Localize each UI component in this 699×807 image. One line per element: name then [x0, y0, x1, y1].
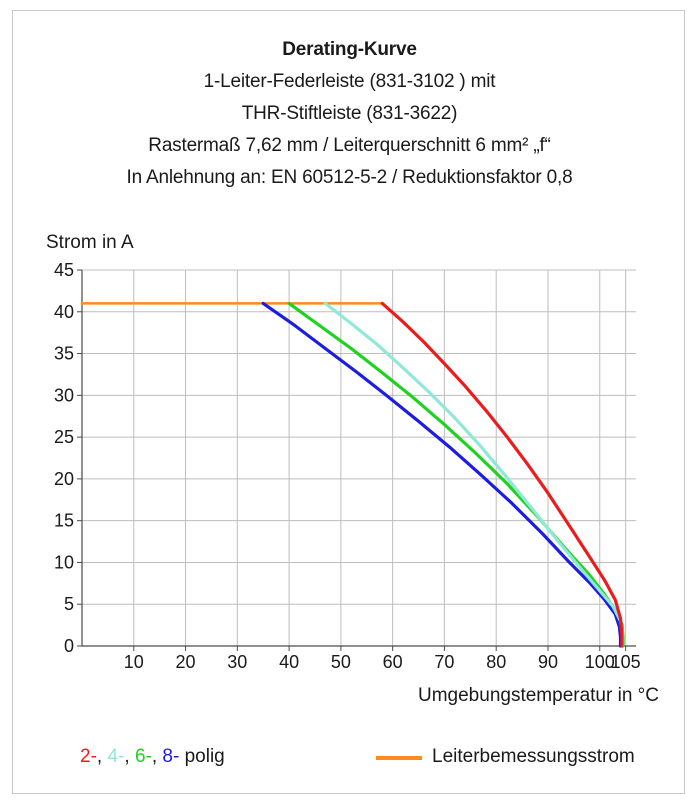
x-tick-label: 100: [585, 652, 615, 672]
legend-4-polig: 4-: [107, 746, 125, 767]
legend-8-polig: 8-: [162, 746, 180, 767]
chart-subtitle-3: Rastermaß 7,62 mm / Leiterquerschnitt 6 …: [148, 135, 551, 156]
x-axis-label: Umgebungstemperatur in °C: [418, 685, 659, 706]
y-tick-label: 15: [54, 511, 74, 531]
x-tick-label: 30: [227, 652, 247, 672]
y-tick-label: 25: [54, 427, 74, 447]
y-axis-label: Strom in A: [46, 232, 134, 253]
y-tick-label: 45: [54, 260, 74, 280]
x-tick-label: 60: [383, 652, 403, 672]
chart-subtitle-2: THR-Stiftleiste (831-3622): [241, 103, 458, 124]
series-line-4-polig: [323, 301, 625, 648]
y-tick-label: 35: [54, 344, 74, 364]
y-tick-label: 0: [64, 636, 74, 656]
legend-2-polig: 2-: [80, 746, 97, 767]
legend-6-polig: 6-: [134, 746, 152, 767]
legend-separator: ,: [124, 746, 135, 767]
chart-frame: [12, 10, 685, 794]
legend-series-label: 2-, 4-, 6-, 8- polig: [80, 746, 225, 768]
x-tick-label: 70: [434, 652, 454, 672]
chart-subtitle-4: In Anlehnung an: EN 60512-5-2 / Reduktio…: [126, 167, 573, 188]
x-tick-label: 80: [486, 652, 506, 672]
x-tick-label: 10: [124, 652, 144, 672]
y-tick-label: 30: [54, 385, 74, 405]
x-tick-label: 20: [176, 652, 196, 672]
x-tick-label: 90: [538, 652, 558, 672]
legend-rated-current-swatch: [376, 756, 422, 760]
legend-separator: ,: [96, 746, 108, 767]
legend-polig-suffix: polig: [179, 746, 225, 767]
chart-title: Derating-Kurve: [282, 39, 417, 60]
x-tick-label: 40: [279, 652, 299, 672]
chart-titles: Derating-Kurve 1-Leiter-Federleiste (831…: [0, 34, 699, 194]
y-tick-label: 5: [64, 594, 74, 614]
x-tick-label: 50: [331, 652, 351, 672]
y-tick-label: 40: [54, 302, 74, 322]
chart-subtitle-1: 1-Leiter-Federleiste (831-3102 ) mit: [203, 71, 496, 92]
legend-separator: ,: [151, 746, 163, 767]
series-line-2-polig: [380, 301, 624, 648]
y-tick-label: 10: [54, 552, 74, 572]
legend-rated-current-label: Leiterbemessungsstrom: [432, 746, 635, 767]
series-line-8-polig: [261, 301, 623, 648]
series-line-6-polig: [287, 301, 625, 648]
x-tick-label: 105: [611, 652, 641, 672]
y-tick-label: 20: [54, 469, 74, 489]
